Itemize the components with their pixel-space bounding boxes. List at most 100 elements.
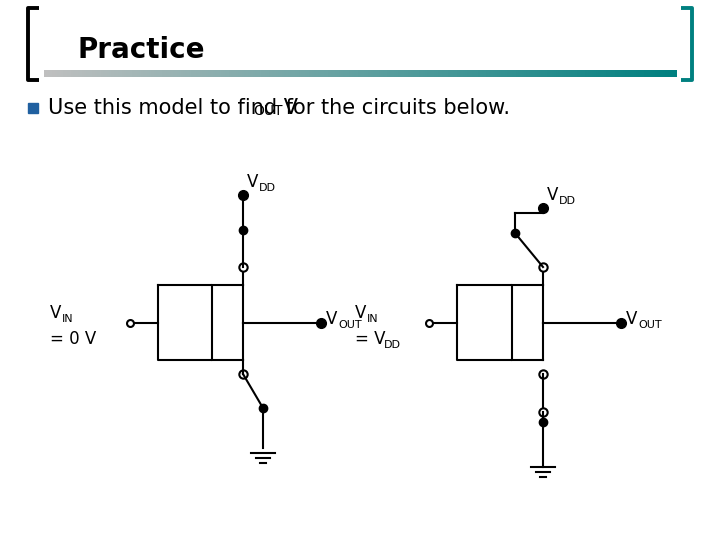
Bar <box>46 70 49 77</box>
Bar <box>544 70 546 77</box>
Bar <box>415 70 418 77</box>
Bar <box>141 70 144 77</box>
Bar <box>554 70 557 77</box>
Bar <box>533 70 536 77</box>
Bar <box>173 70 176 77</box>
Bar <box>192 70 194 77</box>
Bar <box>251 70 253 77</box>
Bar <box>575 70 577 77</box>
Bar <box>71 70 74 77</box>
Bar <box>499 70 502 77</box>
Bar <box>657 70 660 77</box>
Bar <box>426 70 428 77</box>
Bar <box>569 70 572 77</box>
Bar <box>289 70 292 77</box>
Bar <box>556 70 559 77</box>
Bar <box>487 70 490 77</box>
Bar <box>48 70 51 77</box>
Bar <box>166 70 169 77</box>
Bar <box>53 70 55 77</box>
Bar <box>50 70 53 77</box>
Bar <box>116 70 119 77</box>
Bar <box>369 70 372 77</box>
Bar <box>181 70 184 77</box>
Bar <box>495 70 498 77</box>
Bar <box>109 70 112 77</box>
Bar <box>137 70 140 77</box>
Bar <box>402 70 405 77</box>
Text: V: V <box>355 305 366 322</box>
Bar <box>592 70 595 77</box>
Bar <box>341 70 344 77</box>
Text: = 0 V: = 0 V <box>50 329 96 348</box>
Bar <box>145 70 148 77</box>
Bar <box>171 70 174 77</box>
Bar <box>514 70 517 77</box>
Bar <box>404 70 407 77</box>
Bar <box>602 70 606 77</box>
Bar <box>244 70 247 77</box>
Bar <box>547 70 550 77</box>
Bar <box>663 70 666 77</box>
Bar <box>160 70 163 77</box>
Bar <box>505 70 508 77</box>
Bar <box>419 70 422 77</box>
Bar <box>579 70 582 77</box>
Bar <box>84 70 87 77</box>
Bar <box>385 70 388 77</box>
Bar <box>560 70 563 77</box>
Bar <box>351 70 354 77</box>
Bar <box>196 70 199 77</box>
Bar <box>590 70 593 77</box>
Bar <box>531 70 534 77</box>
Bar <box>314 70 317 77</box>
Bar <box>522 70 525 77</box>
Bar <box>520 70 523 77</box>
Bar <box>469 70 472 77</box>
Bar <box>242 70 245 77</box>
Text: OUT: OUT <box>253 104 282 118</box>
Bar <box>659 70 662 77</box>
Bar <box>541 70 544 77</box>
Bar <box>124 70 127 77</box>
Bar <box>287 70 289 77</box>
Bar <box>552 70 554 77</box>
Bar <box>255 70 258 77</box>
Bar <box>459 70 462 77</box>
Bar <box>164 70 167 77</box>
Bar <box>101 70 104 77</box>
Bar <box>333 70 336 77</box>
Bar <box>212 70 215 77</box>
Bar <box>467 70 470 77</box>
Bar <box>642 70 645 77</box>
Bar <box>78 70 81 77</box>
Bar <box>539 70 542 77</box>
Bar <box>76 70 78 77</box>
Bar <box>278 70 281 77</box>
Bar <box>69 70 72 77</box>
Bar <box>564 70 567 77</box>
Bar <box>537 70 540 77</box>
Bar <box>232 70 235 77</box>
Text: DD: DD <box>384 340 401 349</box>
Bar <box>535 70 538 77</box>
Bar <box>183 70 186 77</box>
Bar <box>449 70 451 77</box>
Bar <box>326 70 329 77</box>
Text: IN: IN <box>62 314 73 325</box>
Bar <box>465 70 468 77</box>
Bar <box>206 70 209 77</box>
Bar <box>294 70 297 77</box>
Bar <box>567 70 570 77</box>
Bar <box>103 70 106 77</box>
Bar <box>238 70 240 77</box>
Bar <box>428 70 431 77</box>
Bar <box>107 70 110 77</box>
Bar <box>488 70 492 77</box>
Bar <box>581 70 584 77</box>
Bar <box>613 70 616 77</box>
Bar <box>453 70 456 77</box>
Bar <box>672 70 675 77</box>
Bar <box>358 70 361 77</box>
Bar <box>516 70 519 77</box>
